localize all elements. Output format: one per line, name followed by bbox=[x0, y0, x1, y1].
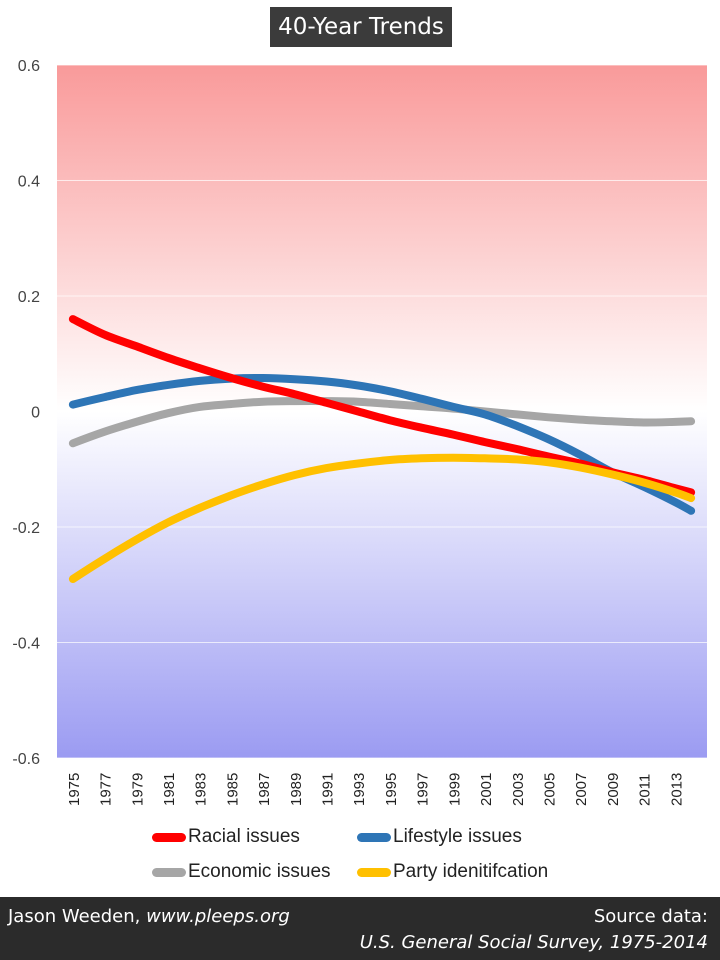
x-tick-label: 1975 bbox=[66, 773, 83, 806]
legend-swatch-lifestyle bbox=[357, 832, 391, 842]
legend-label-economic: Economic issues bbox=[188, 861, 331, 882]
x-tick-label: 1989 bbox=[288, 773, 305, 806]
x-tick-label: 1987 bbox=[256, 773, 273, 806]
x-tick-label: 2009 bbox=[605, 773, 622, 806]
x-tick-label: 2001 bbox=[478, 773, 495, 806]
legend-label-lifestyle: Lifestyle issues bbox=[393, 826, 522, 847]
x-tick-label: 2005 bbox=[541, 773, 558, 806]
footer: Jason Weeden, www.pleeps.org Source data… bbox=[0, 897, 720, 960]
y-tick-label: 0.6 bbox=[18, 58, 40, 75]
footer-credit: Jason Weeden, www.pleeps.org bbox=[8, 906, 290, 927]
legend-item-party: Party idenitifcation bbox=[357, 861, 548, 883]
footer-author: Jason Weeden, bbox=[8, 906, 147, 927]
legend-label-party: Party idenitifcation bbox=[393, 861, 549, 882]
x-tick-label: 2011 bbox=[637, 774, 654, 806]
series-line-economic-issues bbox=[68, 397, 696, 448]
x-tick-label: 2013 bbox=[668, 773, 685, 806]
footer-website: www.pleeps.org bbox=[146, 906, 290, 927]
x-tick-label: 1999 bbox=[446, 773, 463, 806]
x-tick-label: 1977 bbox=[98, 773, 115, 806]
legend-swatch-racial bbox=[152, 832, 186, 842]
y-tick-label: -0.6 bbox=[12, 751, 40, 768]
y-tick-label: 0.4 bbox=[18, 174, 40, 191]
x-tick-label: 1995 bbox=[383, 773, 400, 806]
x-tick-label: 1979 bbox=[129, 773, 146, 806]
x-tick-label: 1985 bbox=[224, 773, 241, 806]
legend-item-economic: Economic issues bbox=[152, 861, 331, 883]
chart-title: 40-Year Trends bbox=[270, 7, 452, 47]
x-tick-label: 1981 bbox=[161, 773, 178, 806]
x-tick-label: 1993 bbox=[351, 773, 368, 806]
legend-item-racial: Racial issues bbox=[152, 826, 300, 848]
footer-source: U.S. General Social Survey, 1975-2014 bbox=[359, 932, 708, 953]
legend-label-racial: Racial issues bbox=[188, 826, 300, 847]
y-tick-label: 0 bbox=[31, 405, 40, 422]
line-chart: -0.6 -0.4 -0.2 0 0.2 0.4 0.6 1975 1977 1979 1981 1… bbox=[12, 58, 707, 806]
x-tick-label: 2007 bbox=[573, 773, 590, 806]
y-tick-label: -0.4 bbox=[12, 636, 40, 653]
legend-item-lifestyle: Lifestyle issues bbox=[357, 826, 522, 848]
legend-swatch-party bbox=[357, 867, 391, 877]
series-line-party-idenitifcation bbox=[68, 453, 696, 583]
x-tick-label: 1983 bbox=[193, 773, 210, 806]
footer-source-label: Source data: bbox=[593, 906, 708, 927]
x-tick-label: 1997 bbox=[415, 773, 432, 806]
y-tick-label: 0.2 bbox=[18, 289, 40, 306]
x-tick-label: 1991 bbox=[320, 773, 337, 806]
x-tick-label: 2003 bbox=[510, 773, 527, 806]
y-tick-label: -0.2 bbox=[12, 520, 40, 537]
legend-swatch-economic bbox=[152, 867, 186, 877]
